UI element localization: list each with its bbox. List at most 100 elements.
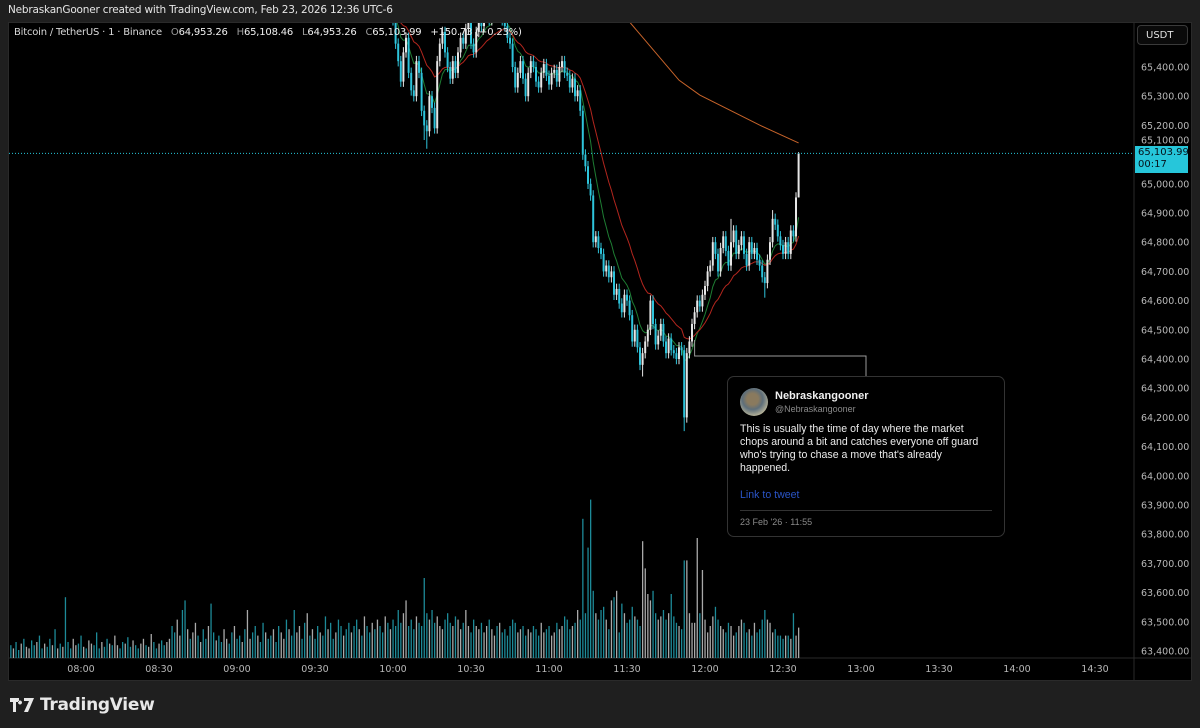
candle-body [722,236,725,249]
volume-bar [88,640,90,658]
volume-bar [142,638,145,658]
candle [451,55,454,84]
price-axis[interactable]: 65,400.00 65,300.00 65,200.00 65,100.00 65,0… [1141,63,1189,658]
volume-bar [38,635,41,658]
candle-body [613,271,615,295]
candle-body [483,23,485,27]
candle [566,67,569,82]
candle [399,55,402,87]
volume-bar [322,635,324,658]
time-tick-label: 12:00 [691,664,718,675]
time-tick-label: 10:00 [379,664,406,675]
volume-bar [522,626,524,658]
currency-button[interactable]: USDT [1137,25,1188,45]
volume-bar [166,642,168,658]
symbol-name[interactable]: Bitcoin / TetherUS · 1 · Binance [14,27,162,38]
time-axis[interactable]: 08:00 08:30 09:00 09:30 10:00 10:30 11:00 11:30… [67,664,1108,675]
link-to-tweet[interactable]: Link to tweet [740,489,800,501]
volume-bar [291,635,293,658]
candle [691,318,693,347]
candle [488,23,490,26]
volume-bar [18,650,20,658]
volume-bar [467,626,470,658]
volume-bar [392,619,394,658]
volume-bar [202,629,204,658]
volume-bar [90,643,93,658]
candle [524,73,527,102]
candle-body [779,236,782,246]
chart-frame[interactable] [8,22,1192,681]
high-value: 65,108.46 [243,27,294,38]
volume-bar [12,648,15,658]
tweet-card[interactable]: Nebraskangooner @Nebraskangooner This is… [727,376,1005,537]
volume-bar [613,597,615,658]
candle [610,266,613,283]
candle-body [475,31,478,53]
candle-body [618,288,621,304]
candle [631,309,634,347]
volume-bar [686,560,688,658]
close-value: 65,103.99 [372,27,422,38]
low-label: L [302,27,308,38]
volume-bar [525,635,527,658]
volume-bar [795,635,797,658]
volume-bar [31,640,33,658]
volume-bar [457,619,459,658]
candle [501,23,503,26]
tweet-author-handle: @Nebraskangooner [775,403,856,414]
volume-bar [444,619,446,658]
volume-bar [98,648,100,658]
candle [779,231,782,251]
symbol-legend[interactable]: Bitcoin / TetherUS · 1 · Binance O64,953… [14,27,522,38]
volume-bar [766,619,769,658]
candle-body [519,61,522,73]
candle [412,85,415,102]
volume-bar [324,616,327,658]
candle [589,178,592,201]
volume-bar [787,635,789,658]
volume-bar [46,646,48,658]
candle [428,90,431,137]
price-tick-label: 63,400.00 [1141,647,1189,658]
candle-body [784,242,787,254]
candle [620,298,623,318]
candle-body [623,294,626,313]
volume-bar [629,619,631,658]
candle-body [750,242,753,254]
candle-body [633,329,636,342]
candle-body [657,335,660,345]
volume-bar [400,622,402,658]
volume-bar [556,622,558,658]
candle-body [509,37,511,44]
candle-body [566,72,569,76]
candle-body [724,236,727,251]
volume-bar [709,626,711,658]
volume-bar [449,622,451,658]
tradingview-logo[interactable]: TradingView [10,694,155,716]
candle-body [737,245,740,254]
candle-body [652,300,654,324]
volume-bar [371,622,373,658]
candle [789,225,792,260]
volume-bar [436,616,438,658]
volume-bar [231,632,233,658]
volume-bar [327,629,329,658]
volume-bar [265,632,267,658]
candle [750,236,753,260]
candle-body [628,300,631,316]
candle-body [706,271,709,286]
volume-bar [335,632,337,658]
tweet-author: Nebraskangooner @Nebraskangooner [775,390,869,415]
candle-body [423,110,426,126]
candle [532,55,535,73]
time-tick-label: 11:30 [613,664,640,675]
candle [587,161,589,190]
candle [527,67,530,102]
price-tick-label: 65,300.00 [1141,92,1189,103]
volume-bar [665,619,667,658]
candle-body [571,78,574,88]
candle-body [532,61,535,67]
tweet-text: This is usually the time of day where th… [740,423,979,474]
volume-bar [639,626,641,658]
